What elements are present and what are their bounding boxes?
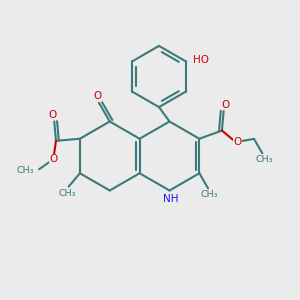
Text: CH₃: CH₃ xyxy=(255,155,272,164)
Text: O: O xyxy=(233,137,242,147)
Text: NH: NH xyxy=(163,194,179,205)
Text: O: O xyxy=(221,100,229,110)
Text: CH₃: CH₃ xyxy=(16,166,34,175)
Text: CH₃: CH₃ xyxy=(58,189,76,198)
Text: O: O xyxy=(49,154,58,164)
Text: O: O xyxy=(49,110,57,120)
Text: HO: HO xyxy=(193,55,209,65)
Text: CH₃: CH₃ xyxy=(201,190,218,200)
Text: O: O xyxy=(93,91,102,101)
